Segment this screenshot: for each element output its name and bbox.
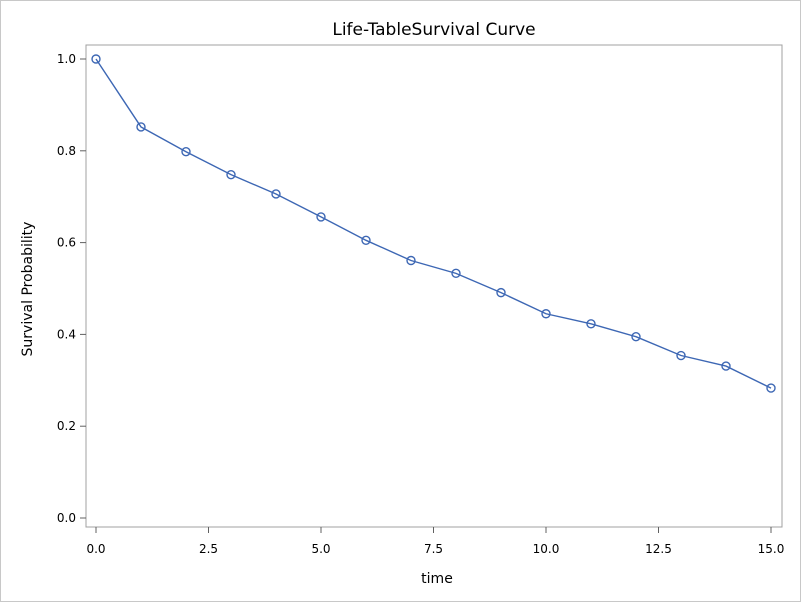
- data-point: [361, 235, 371, 246]
- x-tick-label: 0.0: [86, 542, 105, 556]
- series-layer: [91, 54, 776, 393]
- y-tick-label: 0.2: [57, 419, 76, 433]
- data-point: [586, 319, 596, 329]
- x-tick-label: 7.5: [424, 542, 443, 556]
- data-point: [91, 54, 101, 64]
- data-point: [316, 212, 326, 222]
- x-axis-label: time: [421, 571, 453, 587]
- data-point: [136, 122, 146, 132]
- data-point: [496, 287, 506, 298]
- data-point: [631, 331, 641, 342]
- data-point: [766, 383, 776, 393]
- data-point: [721, 361, 731, 371]
- data-point: [226, 169, 236, 180]
- y-tick-label: 0.8: [57, 144, 76, 158]
- data-point: [406, 255, 416, 266]
- series-line: [95, 58, 772, 389]
- x-tick-label: 2.5: [199, 542, 218, 556]
- y-tick-label: 0.6: [57, 236, 76, 250]
- x-tick-label: 12.5: [645, 542, 672, 556]
- y-tick-label: 0.0: [57, 511, 76, 525]
- y-tick-label: 1.0: [57, 52, 76, 66]
- y-tick-label: 0.4: [57, 327, 76, 341]
- x-tick-label: 15.0: [758, 542, 785, 556]
- data-point: [541, 309, 551, 319]
- chart-title: Life-TableSurvival Curve: [332, 20, 535, 40]
- x-tick-label: 10.0: [533, 542, 560, 556]
- x-tick-label: 5.0: [311, 542, 330, 556]
- data-point: [271, 189, 281, 199]
- data-point: [451, 268, 461, 279]
- data-point: [181, 147, 191, 157]
- y-axis: 0.0 0.2 0.4 0.6 0.8 1.0: [57, 52, 86, 525]
- y-axis-label: Survival Probability: [20, 222, 36, 357]
- plot-area: [85, 44, 783, 528]
- x-axis: 0.0 2.5 5.0 7.5 10.0 12.5 15.0: [86, 527, 784, 556]
- data-point: [676, 350, 686, 361]
